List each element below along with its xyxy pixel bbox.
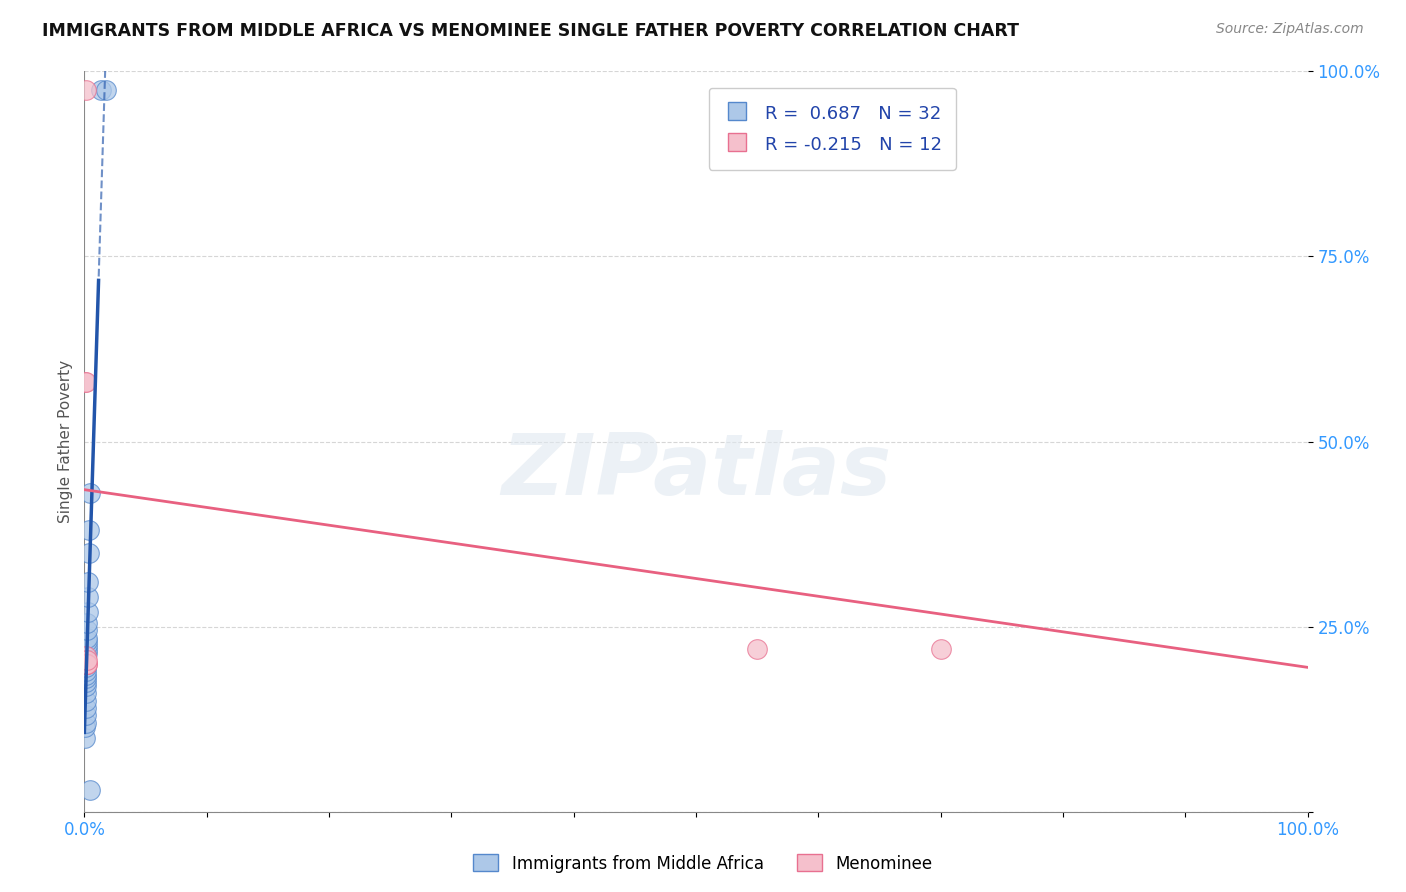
Point [75,376,97,390]
Point [75,679,97,693]
Point [75,664,97,678]
Point [77,575,100,590]
Point [76,638,98,652]
Point [76,634,98,648]
Point [75,667,97,681]
Point [75,708,97,723]
Point [75,660,97,674]
Point [76,615,98,630]
Point [96,83,118,97]
Point [929,641,952,656]
Point [76,646,98,660]
Point [76,605,98,619]
Point [76,653,98,667]
Text: IMMIGRANTS FROM MIDDLE AFRICA VS MENOMINEE SINGLE FATHER POVERTY CORRELATION CHA: IMMIGRANTS FROM MIDDLE AFRICA VS MENOMIN… [42,22,1019,40]
Point [75,731,97,745]
Point [75,649,97,664]
Point [75,83,97,97]
Legend: Immigrants from Middle Africa, Menominee: Immigrants from Middle Africa, Menominee [467,847,939,880]
Point [75,672,97,686]
Point [75,675,97,690]
Text: ZIPatlas: ZIPatlas [501,430,891,513]
Point [77,524,100,538]
Point [76,631,98,645]
Point [75,653,97,667]
Point [75,686,97,700]
Point [75,701,97,715]
Point [75,720,97,734]
Point [75,715,97,730]
Point [75,657,97,671]
Point [77,590,100,604]
Point [76,657,98,671]
Point [76,641,98,656]
Legend: R =  0.687   N = 32, R = -0.215   N = 12: R = 0.687 N = 32, R = -0.215 N = 12 [709,87,956,169]
Point [75,649,97,664]
Point [75,694,97,708]
Point [75,657,97,671]
Point [79,782,101,797]
Point [90,83,112,97]
Point [76,624,98,638]
Point [77,546,100,560]
Point [75,657,97,671]
Point [76,657,98,671]
Point [747,641,769,656]
Text: Source: ZipAtlas.com: Source: ZipAtlas.com [1216,22,1364,37]
Y-axis label: Single Father Poverty: Single Father Poverty [58,360,73,523]
Point [75,376,97,390]
Point [75,657,97,671]
Point [79,486,101,500]
